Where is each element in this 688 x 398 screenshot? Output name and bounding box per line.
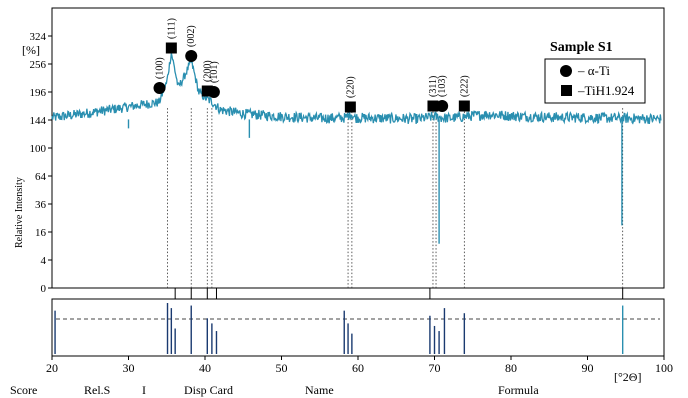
y-tick-label: 0 xyxy=(41,283,47,295)
legend-label-tih: –TiH1.924 xyxy=(577,83,635,98)
y-tick-label: 196 xyxy=(30,87,47,99)
tih-marker xyxy=(458,100,470,112)
hkl-label: (103) xyxy=(437,75,448,97)
footer-disp-card: Disp Card xyxy=(184,383,233,397)
tih-marker xyxy=(344,101,356,113)
x-tick-label: 50 xyxy=(276,361,288,375)
spectrum-line xyxy=(51,52,662,125)
footer-formula: Formula xyxy=(498,383,539,397)
tih-marker xyxy=(427,100,439,112)
x-tick-label: 100 xyxy=(655,361,673,375)
x-tick-label: 40 xyxy=(199,361,211,375)
y-axis-title: Relative Intensity xyxy=(14,177,25,248)
footer-i: I xyxy=(142,383,146,397)
footer-columns: Score Rel.S I Disp Card Name Formula xyxy=(0,383,688,398)
y-tick-label: 4 xyxy=(41,255,47,267)
legend-title: Sample S1 xyxy=(550,40,613,55)
x-tick-label: 20 xyxy=(46,361,58,375)
x-tick-label: 70 xyxy=(429,361,441,375)
alpha-ti-marker xyxy=(153,82,166,94)
y-tick-label: 144 xyxy=(30,115,47,127)
y-tick-label: 64 xyxy=(35,171,47,183)
legend-circle-marker xyxy=(560,65,572,77)
reference-sticks xyxy=(54,303,624,354)
hkl-label: (101) xyxy=(209,61,220,83)
y-tick-label: 324 xyxy=(30,31,47,43)
hkl-label: (200) xyxy=(202,60,213,82)
y-tick-label: 100 xyxy=(30,143,47,155)
x-tick-label: 90 xyxy=(582,361,594,375)
peak-annotations: (100) (111) (002) (200)(101) (220) (311)(103)… xyxy=(153,18,470,113)
alpha-ti-marker xyxy=(436,100,449,112)
x-tick-label: 80 xyxy=(505,361,517,375)
hkl-label: (111) xyxy=(166,18,177,39)
y-tick-label: 256 xyxy=(30,59,47,71)
tih-marker xyxy=(201,85,213,97)
hkl-label: (311) xyxy=(428,76,439,97)
hkl-label: (100) xyxy=(155,57,166,79)
footer-rels: Rel.S xyxy=(84,383,111,397)
legend-label-alpha-ti: – α-Ti xyxy=(577,63,610,78)
legend: Sample S1 – α-Ti –TiH1.924 xyxy=(544,40,646,104)
footer-score: Score xyxy=(10,383,38,397)
main-plot-frame xyxy=(51,7,665,289)
y-tick-label: 36 xyxy=(35,199,47,211)
legend-square-marker xyxy=(561,85,572,96)
x-tick-label: 30 xyxy=(123,361,135,375)
peak-droplines xyxy=(167,108,624,299)
alpha-ti-marker xyxy=(185,50,198,62)
y-axis: 0 4 16 36 64 100 144 196 256 324 xyxy=(30,31,52,295)
hkl-label: (220) xyxy=(345,76,356,98)
reference-plot-frame xyxy=(51,298,665,357)
tih-marker xyxy=(165,42,177,54)
x-axis: 20 30 40 50 60 70 80 90 100 xyxy=(46,356,673,375)
x-unit-label: [°2Θ] xyxy=(614,370,641,384)
hkl-label: (002) xyxy=(186,25,197,47)
hkl-label: (222) xyxy=(459,75,470,97)
y-tick-label: 16 xyxy=(35,227,47,239)
x-tick-label: 60 xyxy=(352,361,364,375)
y-unit-label: [%] xyxy=(22,43,40,57)
alpha-ti-marker xyxy=(207,86,220,98)
spectrum-series xyxy=(51,52,662,244)
footer-name: Name xyxy=(305,383,334,397)
